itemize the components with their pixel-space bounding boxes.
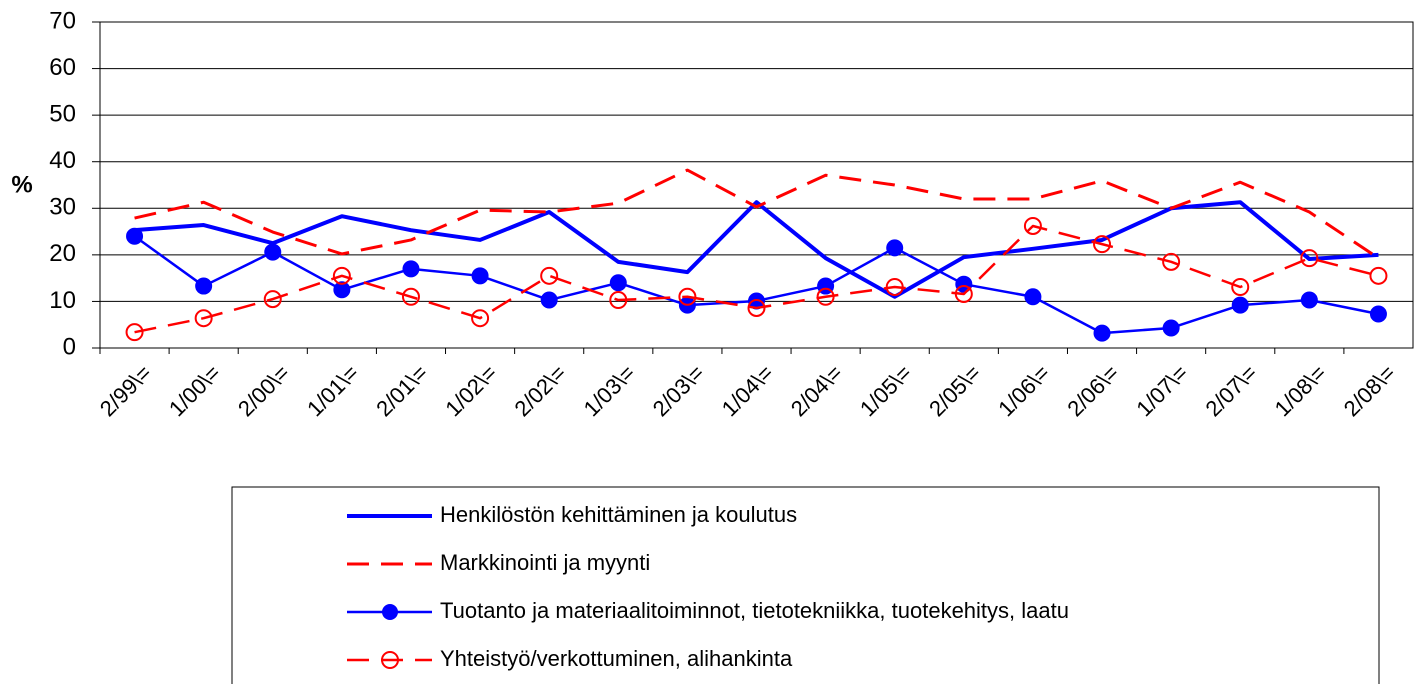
y-tick-label: 0 (63, 333, 76, 360)
x-tick-label: 2/08\= (1339, 360, 1400, 421)
marker (1093, 324, 1111, 342)
x-tick-label: 2/01\= (371, 360, 432, 421)
marker (609, 291, 628, 310)
x-tick-label: 1/02\= (440, 360, 501, 421)
series-line (134, 224, 1379, 334)
plot-frame (99, 21, 1414, 349)
legend-label: Henkilöstön kehittäminen ja koulutus (440, 502, 797, 527)
x-tick-label: 2/99\= (95, 360, 156, 421)
y-axis-label: % (11, 171, 32, 198)
x-tick-label: 1/05\= (855, 360, 916, 421)
x-tick-label: 2/05\= (924, 360, 985, 421)
marker (402, 260, 420, 278)
marker (401, 287, 420, 306)
marker (886, 239, 904, 257)
marker (1231, 277, 1250, 296)
marker (332, 266, 351, 285)
marker (1300, 249, 1319, 268)
marker (1231, 296, 1249, 314)
marker (1093, 235, 1112, 254)
legend-box (231, 486, 1380, 684)
marker (471, 309, 490, 328)
marker (1162, 252, 1181, 271)
marker (1162, 319, 1180, 337)
y-tick-label: 70 (49, 7, 76, 34)
marker (194, 309, 213, 328)
marker (471, 267, 489, 285)
series-line (134, 200, 1379, 299)
marker (609, 274, 627, 292)
marker (678, 287, 697, 306)
marker (885, 277, 904, 296)
x-tick-label: 1/00\= (164, 360, 225, 421)
marker (540, 291, 558, 309)
x-tick-label: 2/03\= (648, 360, 709, 421)
marker (195, 277, 213, 295)
y-tick-label: 10 (49, 287, 76, 314)
marker (954, 284, 973, 303)
x-tick-label: 2/07\= (1201, 360, 1262, 421)
marker (125, 323, 144, 342)
x-tick-label: 1/07\= (1131, 360, 1192, 421)
marker (264, 243, 282, 261)
marker (1369, 266, 1388, 285)
x-tick-label: 1/01\= (302, 360, 363, 421)
marker (1024, 288, 1042, 306)
x-tick-label: 1/03\= (579, 360, 640, 421)
x-tick-label: 1/04\= (717, 360, 778, 421)
marker (816, 287, 835, 306)
marker (540, 266, 559, 285)
y-tick-label: 40 (49, 147, 76, 174)
marker (1300, 291, 1318, 309)
x-tick-label: 1/08\= (1270, 360, 1331, 421)
x-tick-label: 2/06\= (1062, 360, 1123, 421)
legend-label: Yhteistyö/verkottuminen, alihankinta (440, 646, 793, 671)
x-tick-label: 2/02\= (509, 360, 570, 421)
series-line (133, 235, 1379, 335)
marker (126, 227, 144, 245)
y-tick-label: 60 (49, 54, 76, 81)
marker (263, 290, 282, 309)
marker (747, 298, 766, 317)
x-tick-label: 1/06\= (993, 360, 1054, 421)
legend-label: Tuotanto ja materiaalitoiminnot, tietote… (440, 598, 1069, 623)
legend: Henkilöstön kehittäminen ja koulutus Mark… (231, 486, 1380, 684)
legend-marker (381, 651, 399, 669)
y-tick-label: 30 (49, 194, 76, 221)
y-tick-label: 50 (49, 100, 76, 127)
legend-marker (382, 604, 398, 620)
series-line (134, 168, 1380, 260)
x-tick-label: 2/00\= (233, 360, 294, 421)
y-tick-label: 20 (49, 240, 76, 267)
marker (333, 281, 351, 299)
marker (1023, 216, 1042, 235)
marker (1369, 305, 1387, 323)
x-tick-label: 2/04\= (786, 360, 847, 421)
legend-label: Markkinointi ja myynti (440, 550, 650, 575)
